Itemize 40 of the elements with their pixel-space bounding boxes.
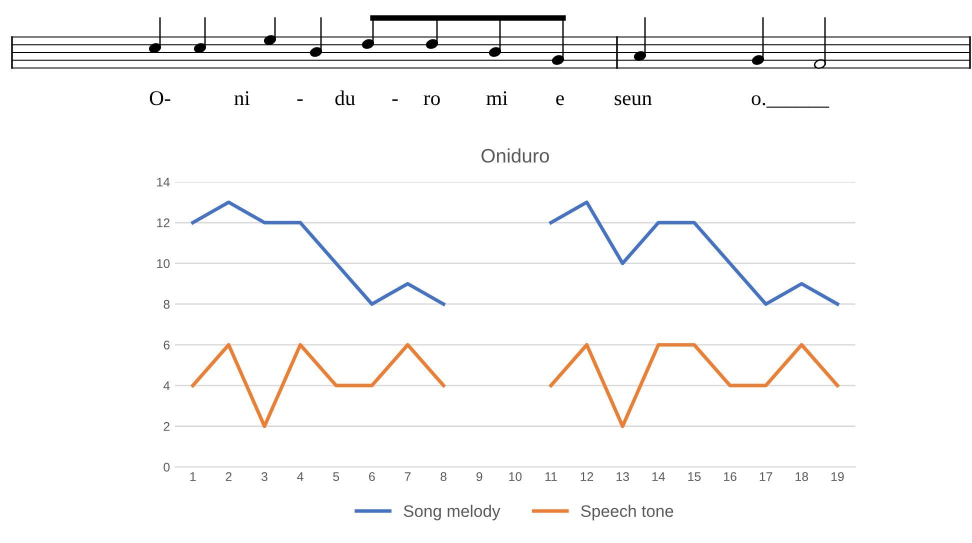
x-tick-label: 12	[580, 472, 594, 481]
y-tick-label: 2	[164, 422, 170, 431]
x-tick-label: 1	[190, 472, 196, 481]
x-tick-label: 2	[226, 472, 232, 481]
legend-label: Song melody	[404, 504, 500, 520]
text: -	[392, 99, 398, 101]
x-tick-label: 11	[545, 472, 557, 481]
x-tick-label: 8	[440, 472, 446, 482]
y-tick-label: 6	[164, 340, 170, 350]
x-tick-label: 16	[724, 472, 736, 482]
text: -	[297, 99, 303, 101]
x-tick-label: 5	[333, 472, 340, 482]
legend-label: Speech tone	[581, 504, 674, 520]
text: e	[556, 95, 564, 106]
x-tick-label: 3	[261, 472, 268, 482]
y-tick-label: 14	[157, 178, 170, 186]
y-tick-label: 0	[164, 462, 170, 472]
text: du	[335, 90, 356, 106]
x-tick-label: 19	[831, 472, 844, 482]
y-tick-label: 4	[163, 381, 170, 390]
chart-title: Oniduro	[481, 148, 549, 163]
x-tick-label: 13	[616, 472, 629, 482]
x-tick-label: 15	[688, 472, 701, 482]
text: ro	[424, 95, 440, 106]
x-tick-label: 9	[476, 472, 482, 482]
y-tick-label: 8	[164, 300, 170, 309]
y-tick-label: 10	[157, 259, 170, 268]
x-tick-label: 4	[297, 472, 304, 481]
text: ni	[234, 91, 250, 106]
x-tick-label: 18	[796, 472, 808, 482]
text: mi	[486, 91, 508, 106]
x-tick-label: 14	[652, 472, 665, 481]
x-tick-label: 17	[760, 472, 772, 481]
text: o.______	[752, 95, 830, 108]
x-tick-label: 7	[404, 472, 411, 481]
text: O-	[150, 91, 170, 106]
x-tick-label: 6	[369, 472, 375, 482]
y-tick-label: 12	[157, 218, 170, 228]
x-tick-label: 10	[509, 472, 522, 482]
text: seun	[614, 95, 652, 106]
